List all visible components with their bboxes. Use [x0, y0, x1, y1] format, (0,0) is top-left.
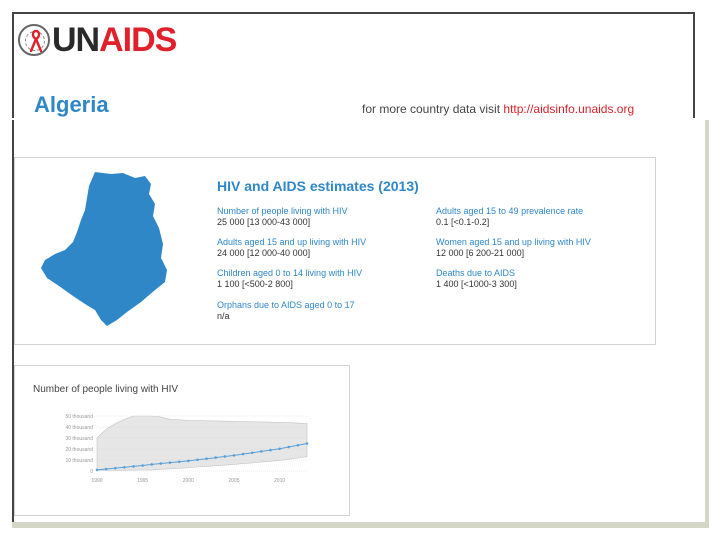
stat-label: Children aged 0 to 14 living with HIV	[217, 268, 363, 278]
stat-value: n/a	[217, 311, 230, 321]
estimate-point	[187, 459, 190, 463]
estimate-point	[159, 462, 163, 465]
stat-value: 24 000 [12 000-40 000]	[217, 248, 311, 258]
estimate-point	[296, 443, 300, 447]
estimate-point	[196, 458, 199, 462]
estimate-point	[132, 465, 135, 468]
stat-people-living: Number of people living with HIV 25 000 …	[217, 206, 348, 228]
estimate-point	[232, 454, 236, 457]
stat-label: Adults aged 15 and up living with HIV	[217, 237, 367, 247]
estimate-line	[96, 443, 308, 471]
x-tick-label: 1995	[137, 478, 148, 484]
x-tick-label: 2000	[183, 478, 194, 484]
stat-value: 25 000 [13 000-43 000]	[217, 217, 311, 227]
stat-adults-living: Adults aged 15 and up living with HIV 24…	[217, 237, 366, 259]
stat-value: 12 000 [6 200-21 000]	[436, 248, 525, 258]
report-header: UNAIDS Algeria for more country data vis…	[12, 12, 695, 118]
slide-shadow-right	[705, 120, 709, 528]
estimate-point	[141, 464, 144, 467]
estimate-point	[95, 468, 99, 472]
red-ribbon-icon	[30, 30, 42, 52]
stat-children-living: Children aged 0 to 14 living with HIV 1 …	[217, 268, 362, 290]
visit-note: for more country data visit http://aidsi…	[362, 102, 634, 116]
stat-label: Adults aged 15 to 49 prevalence rate	[436, 206, 584, 216]
aidsinfo-link[interactable]: http://aidsinfo.unaids.org	[503, 102, 635, 116]
estimate-point	[177, 460, 181, 464]
estimate-point	[241, 452, 245, 456]
slide-shadow-bottom	[12, 522, 707, 528]
stat-value: 1 400 [<1000-3 300]	[436, 279, 517, 289]
visit-text: for more country data visit	[362, 102, 504, 116]
stat-label: Orphans due to AIDS aged 0 to 17	[217, 300, 355, 310]
x-tick-label: 1990	[91, 478, 102, 484]
stat-label: Women aged 15 and up living with HIV	[436, 237, 591, 247]
estimates-panel: HIV and AIDS estimates (2013) Number of …	[14, 157, 656, 345]
estimate-point	[104, 467, 108, 471]
stat-label: Deaths due to AIDS	[436, 268, 516, 278]
y-tick-label: 20 thousand	[65, 447, 93, 453]
y-tick-label: 0	[90, 469, 93, 475]
country-title: Algeria	[34, 92, 109, 117]
chart-panel: Number of people living with HIV 0 10 tho…	[14, 365, 350, 516]
unaids-logo: UNAIDS	[18, 20, 177, 60]
logo-wordmark: UNAIDS	[52, 20, 177, 60]
x-tick-label: 2005	[228, 478, 239, 484]
un-emblem-icon	[18, 24, 50, 56]
estimate-point	[260, 450, 263, 453]
estimate-point	[150, 463, 154, 466]
estimates-title: HIV and AIDS estimates (2013)	[217, 178, 419, 194]
logo-un-text: UN	[52, 21, 100, 59]
uncertainty-band	[96, 415, 308, 471]
estimate-point	[250, 451, 254, 455]
people-living-chart: 0 10 thousand 20 thousand 30 thousand 40 tho…	[65, 414, 309, 484]
stat-women-living: Women aged 15 and up living with HIV 12 …	[436, 237, 591, 259]
estimate-point	[205, 457, 208, 460]
y-tick-label: 50 thousand	[65, 414, 93, 420]
stat-deaths: Deaths due to AIDS 1 400 [<1000-3 300]	[436, 268, 517, 290]
estimate-point	[123, 465, 126, 469]
stat-value: 0.1 [<0.1-0.2]	[436, 217, 490, 227]
stat-value: 1 100 [<500-2 800]	[217, 279, 293, 289]
estimate-point	[214, 456, 217, 459]
estimate-point	[278, 447, 281, 451]
y-tick-label: 10 thousand	[65, 458, 93, 464]
estimate-point	[287, 445, 291, 449]
estimate-point	[269, 448, 272, 452]
x-tick-label: 2010	[274, 478, 285, 484]
estimate-point	[168, 461, 172, 464]
stat-orphans: Orphans due to AIDS aged 0 to 17 n/a	[217, 300, 355, 322]
estimate-point	[113, 466, 117, 470]
y-tick-label: 40 thousand	[65, 425, 93, 431]
stat-prevalence: Adults aged 15 to 49 prevalence rate 0.1…	[436, 206, 583, 228]
logo-aids-text: AIDS	[99, 21, 177, 59]
y-tick-label: 30 thousand	[65, 436, 93, 442]
chart-title: Number of people living with HIV	[33, 384, 179, 395]
estimate-point	[223, 455, 227, 458]
stat-label: Number of people living with HIV	[217, 206, 348, 216]
algeria-map-icon	[41, 172, 167, 326]
estimate-point	[305, 442, 309, 445]
